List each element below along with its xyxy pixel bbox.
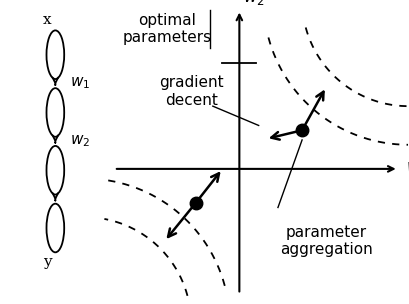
Text: $w_2$: $w_2$ [70,133,90,149]
Text: optimal
parameters: optimal parameters [122,13,211,45]
Circle shape [46,204,64,252]
Text: $w_1$: $w_1$ [405,161,409,178]
Text: $w_2$: $w_2$ [242,0,264,7]
Text: $w_1$: $w_1$ [70,76,90,92]
Text: x: x [43,13,52,27]
Text: parameter
aggregation: parameter aggregation [279,225,372,257]
Circle shape [46,88,64,137]
Text: y: y [43,255,52,269]
Circle shape [46,146,64,195]
Circle shape [46,30,64,79]
Text: gradient
decent: gradient decent [158,75,223,108]
